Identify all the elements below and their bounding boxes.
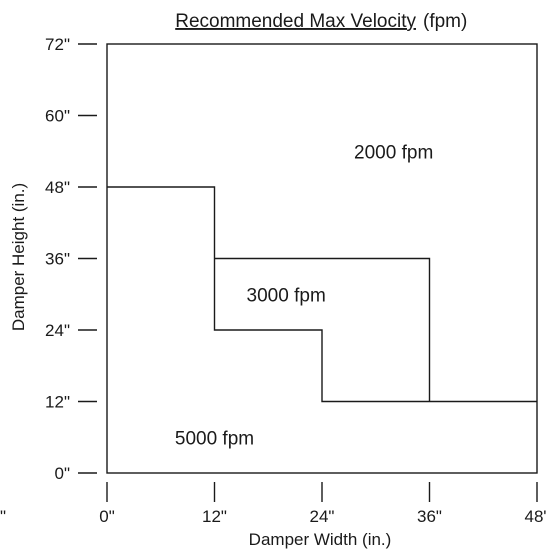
region-boundary bbox=[214, 257, 431, 402]
x-tick-label: 36" bbox=[417, 507, 442, 526]
chart-title: Recommended Max Velocity (fpm) bbox=[175, 11, 467, 32]
chart-title-unit: (fpm) bbox=[423, 11, 467, 32]
y-tick-label: 12" bbox=[45, 393, 70, 412]
svg-text:Recommended Max Velocity: Recommended Max Velocity bbox=[175, 11, 416, 32]
x-axis-title: Damper Width (in.) bbox=[249, 530, 392, 549]
region-label: 2000 fpm bbox=[354, 142, 433, 163]
x-tick-label: 12" bbox=[202, 507, 227, 526]
x-tick-label: 24" bbox=[310, 507, 335, 526]
region-label: 5000 fpm bbox=[175, 428, 254, 449]
y-tick-label: 72" bbox=[45, 35, 70, 54]
stray-left-label: " bbox=[0, 507, 6, 526]
y-tick-label: 24" bbox=[45, 321, 70, 340]
y-tick-label: 60" bbox=[45, 107, 70, 126]
region-label: 3000 fpm bbox=[247, 285, 326, 306]
x-tick-label: 0" bbox=[99, 507, 115, 526]
region-boundary bbox=[107, 186, 537, 403]
plot-frame bbox=[106, 43, 538, 474]
y-axis-title: Damper Height (in.) bbox=[9, 183, 28, 331]
y-tick-label: 36" bbox=[45, 250, 70, 269]
x-tick-label: 48" bbox=[525, 507, 547, 526]
chart-title-underlined: Recommended Max Velocity bbox=[175, 11, 416, 32]
y-tick-label: 0" bbox=[55, 464, 71, 483]
plot-area: 0" 12" 24" 36" 48" 60" 72" 0" 12" 24" 36" 48" 2000 f… bbox=[45, 35, 547, 526]
y-tick-label: 48" bbox=[45, 178, 70, 197]
